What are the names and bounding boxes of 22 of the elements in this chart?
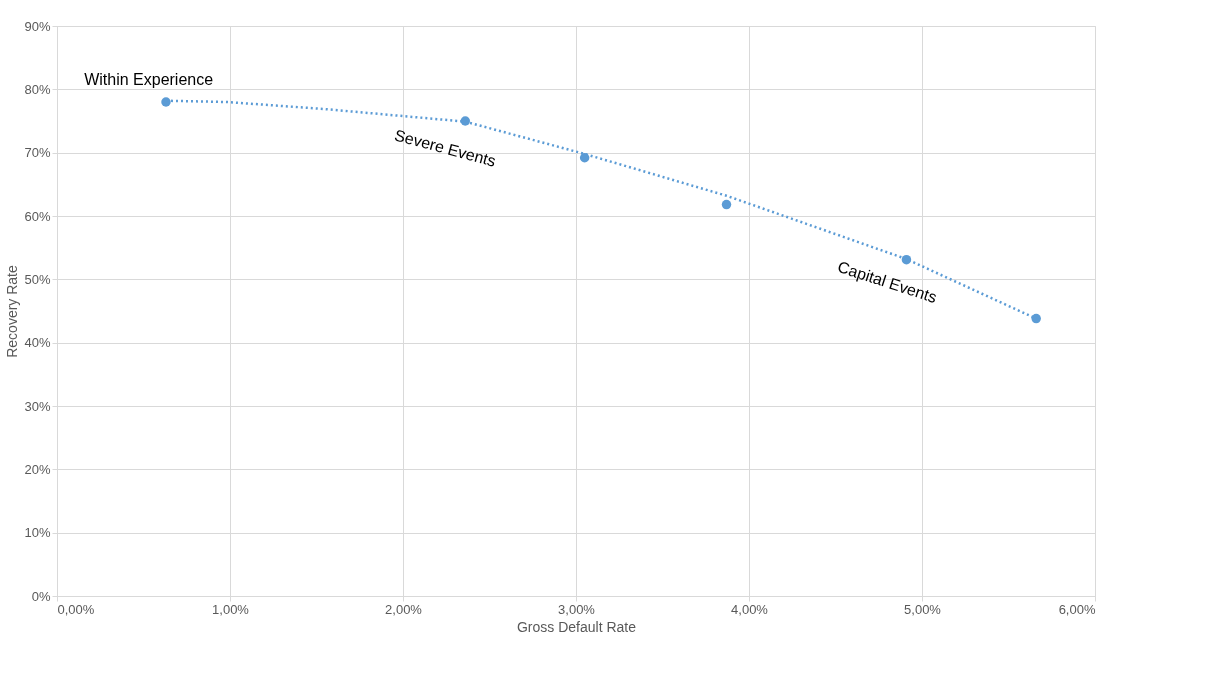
x-tick-label: 1,00% xyxy=(212,601,250,617)
x-axis-title: Gross Default Rate xyxy=(516,618,637,635)
annotation: Severe Events xyxy=(392,126,498,170)
x-tick-label: 3,00% xyxy=(558,601,596,617)
x-tick-label: 2,00% xyxy=(385,601,423,617)
y-tick-label: 90% xyxy=(24,18,51,34)
y-tick-label: 70% xyxy=(24,145,51,161)
y-tick-label: 20% xyxy=(24,461,51,477)
y-tick-label: 30% xyxy=(24,398,51,414)
x-tick-label: 5,00% xyxy=(904,601,942,617)
x-tick-label: 0,00% xyxy=(57,601,95,617)
annotation: Capital Events xyxy=(835,258,939,307)
x-tick-label: 4,00% xyxy=(731,601,769,617)
y-tick-label: 0% xyxy=(31,588,51,604)
annotation: Within Experience xyxy=(84,71,214,89)
y-tick-label: 80% xyxy=(24,81,51,97)
y-tick-label: 10% xyxy=(24,525,51,541)
y-axis-title: Recovery Rate xyxy=(4,264,21,358)
y-tick-label: 50% xyxy=(24,271,51,287)
x-tick-label: 6,00% xyxy=(1058,601,1096,617)
y-tick-label: 40% xyxy=(24,335,51,351)
y-tick-label: 60% xyxy=(24,208,51,224)
